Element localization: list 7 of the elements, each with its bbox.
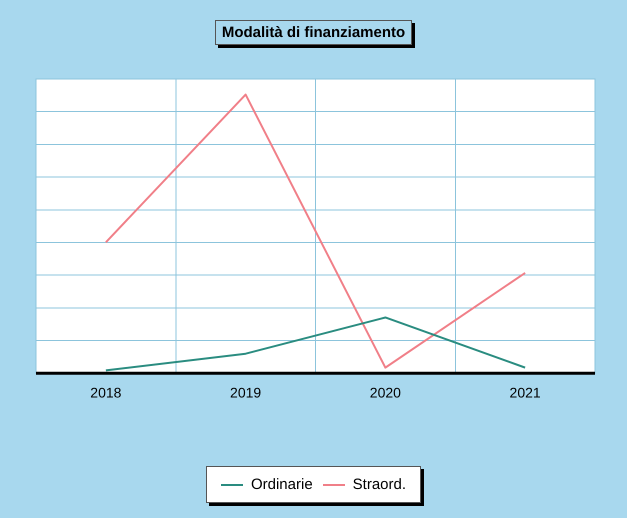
legend-label: Straord. [352, 476, 406, 493]
chart-title: Modalità di finanziamento [214, 20, 412, 45]
legend-label: Ordinarie [250, 476, 313, 493]
x-tick-label: 2018 [90, 384, 122, 400]
x-tick-label: 2019 [230, 384, 262, 400]
x-tick-label: 2021 [510, 384, 541, 400]
x-tick-label: 2020 [370, 384, 402, 400]
